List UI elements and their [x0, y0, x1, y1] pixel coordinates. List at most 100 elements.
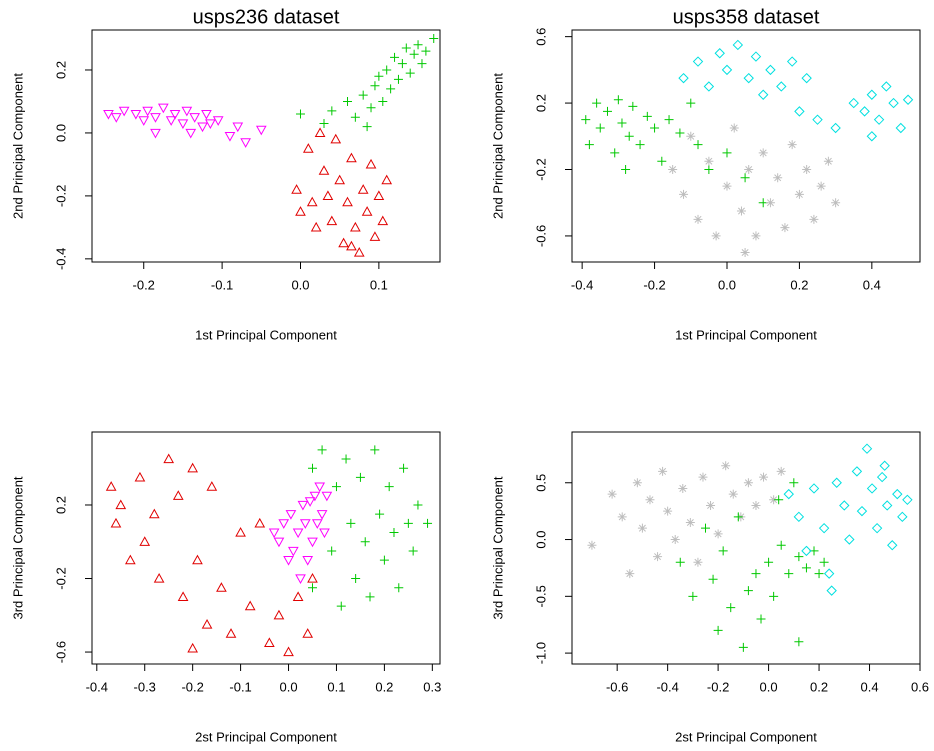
point — [816, 181, 826, 191]
point — [150, 128, 161, 139]
y-tick-label: 0.5 — [533, 474, 548, 492]
x-tick-label: 0.1 — [370, 277, 388, 292]
point — [326, 215, 338, 226]
point — [201, 618, 213, 629]
point — [759, 472, 769, 482]
x-tick-label: 0.0 — [718, 277, 736, 292]
point — [327, 546, 337, 556]
point — [758, 148, 768, 158]
point — [713, 529, 723, 539]
point — [642, 111, 652, 121]
point — [307, 572, 318, 583]
point — [177, 119, 189, 130]
point — [711, 231, 721, 241]
point — [153, 572, 165, 583]
point — [361, 206, 373, 216]
y-tick-label: -0.2 — [53, 185, 68, 207]
point — [181, 106, 193, 117]
point — [774, 495, 784, 505]
point — [370, 445, 380, 455]
x-tick-label: 0.3 — [423, 679, 441, 694]
point — [809, 214, 819, 224]
point — [794, 189, 804, 199]
point — [721, 461, 731, 471]
point — [408, 546, 418, 556]
x-tick-label: -0.4 — [86, 679, 108, 694]
point — [587, 540, 597, 550]
point — [115, 499, 127, 510]
point — [617, 118, 627, 128]
point — [700, 523, 710, 533]
point — [224, 131, 236, 142]
point — [635, 140, 645, 150]
x-tick-label: -0.2 — [133, 277, 155, 292]
y-tick-label: 0.0 — [533, 531, 548, 549]
x-tick-label: -0.6 — [606, 679, 628, 694]
x-tick-label: 0.2 — [375, 679, 393, 694]
point — [307, 583, 317, 593]
point — [297, 500, 309, 511]
point — [355, 472, 365, 482]
point — [399, 463, 409, 473]
point — [688, 591, 698, 601]
point — [859, 106, 870, 117]
point — [169, 109, 181, 120]
point — [776, 81, 787, 92]
point — [157, 103, 169, 114]
point — [346, 240, 357, 251]
x-tick-label: -0.1 — [211, 277, 233, 292]
point — [189, 113, 201, 123]
point — [801, 563, 811, 573]
point — [205, 119, 216, 130]
point — [375, 509, 385, 519]
point — [764, 557, 774, 567]
point — [382, 65, 392, 75]
point — [637, 523, 647, 533]
point — [812, 114, 823, 125]
point — [897, 511, 908, 523]
point — [871, 522, 883, 534]
point — [310, 221, 322, 232]
point — [743, 586, 753, 596]
point — [658, 466, 668, 476]
point — [353, 247, 365, 257]
point — [307, 463, 317, 473]
point — [866, 89, 878, 100]
point — [708, 574, 718, 584]
point — [350, 112, 360, 122]
point — [670, 535, 680, 545]
point — [304, 497, 316, 507]
point — [679, 189, 689, 199]
point — [302, 628, 314, 638]
point — [794, 106, 805, 117]
point — [319, 528, 330, 539]
point — [165, 116, 177, 126]
point — [873, 114, 885, 125]
point — [358, 90, 368, 100]
point — [751, 569, 761, 579]
point — [632, 478, 642, 488]
point — [378, 96, 388, 106]
point — [255, 125, 267, 136]
point — [384, 482, 394, 492]
point — [610, 148, 620, 158]
point — [331, 482, 341, 492]
point — [142, 106, 153, 117]
x-tick-label: 0.0 — [279, 679, 297, 694]
point — [732, 39, 744, 51]
point — [110, 113, 122, 123]
x-tick-label: 0.4 — [863, 277, 881, 292]
x-tick-label: -0.2 — [707, 679, 729, 694]
point — [714, 48, 725, 59]
point — [738, 642, 748, 652]
point — [657, 156, 667, 166]
point — [703, 81, 715, 92]
point — [718, 546, 728, 556]
point — [887, 540, 898, 551]
y-tick-label: 0.2 — [53, 61, 68, 79]
point — [794, 552, 804, 562]
point — [283, 556, 294, 566]
point — [866, 483, 878, 494]
point — [351, 574, 361, 584]
